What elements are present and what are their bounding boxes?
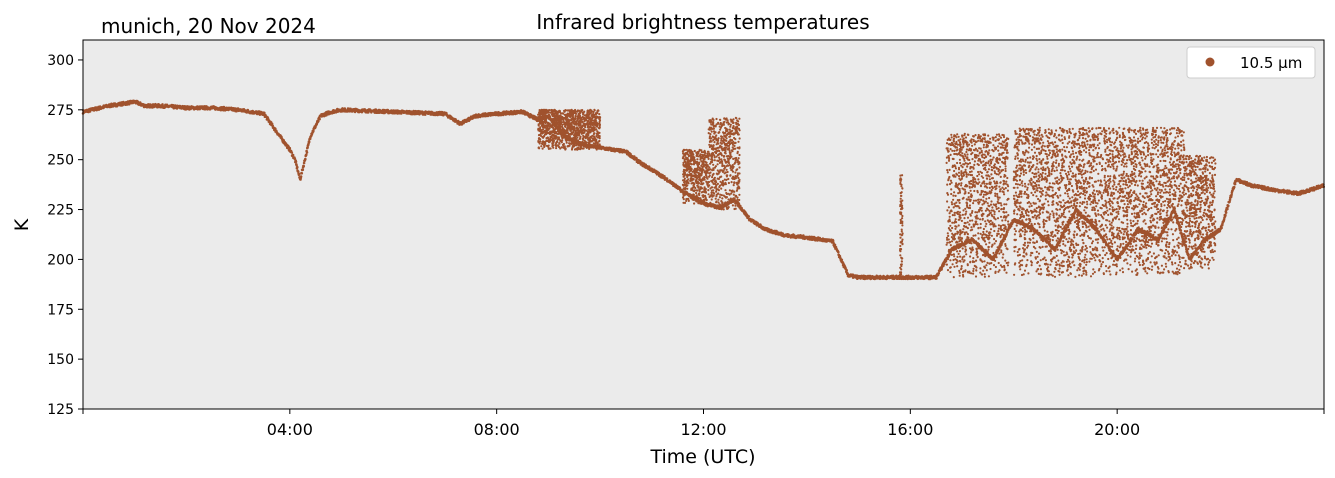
series-scatter-band [537, 108, 602, 151]
y-tick-label: 250 [47, 153, 74, 169]
plot-area [83, 40, 1324, 409]
chart-title: Infrared brightness temperatures [536, 10, 869, 34]
series-scatter-band [681, 148, 710, 205]
series-scatter-band [1183, 154, 1217, 270]
x-axis-label: Time (UTC) [649, 446, 755, 468]
y-tick-label: 275 [47, 103, 74, 119]
x-tick-label: 16:00 [887, 420, 933, 439]
series-scatter-band [1012, 126, 1145, 278]
series-layer [81, 99, 1326, 281]
x-tick-label: 20:00 [1094, 420, 1140, 439]
legend-box [1186, 46, 1316, 79]
x-tick-label: 12:00 [680, 420, 726, 439]
y-tick-label: 175 [47, 302, 74, 318]
tick-layer: 125 150 175 200 225 250 275 300 04:00 08:00 12:00 1… [47, 53, 1325, 439]
y-tick-label: 300 [47, 53, 74, 69]
legend: 10.5 µm [1186, 46, 1316, 79]
y-tick-label: 225 [47, 203, 74, 219]
x-tick-label: 08:00 [474, 420, 520, 439]
location-date-label: munich, 20 Nov 2024 [101, 14, 316, 38]
y-tick-label: 200 [47, 252, 74, 268]
y-tick-label: 125 [47, 402, 74, 418]
series-scatter-band [1141, 126, 1186, 276]
y-axis-label: K [11, 218, 33, 231]
series-scatter-band [898, 174, 904, 276]
y-tick-label: 150 [47, 352, 74, 368]
series-scatter-band [945, 132, 1010, 279]
x-tick-label: 04:00 [267, 420, 313, 439]
legend-marker [1205, 57, 1215, 67]
legend-label: 10.5 µm [1240, 54, 1302, 72]
series-scatter-band [707, 116, 741, 211]
